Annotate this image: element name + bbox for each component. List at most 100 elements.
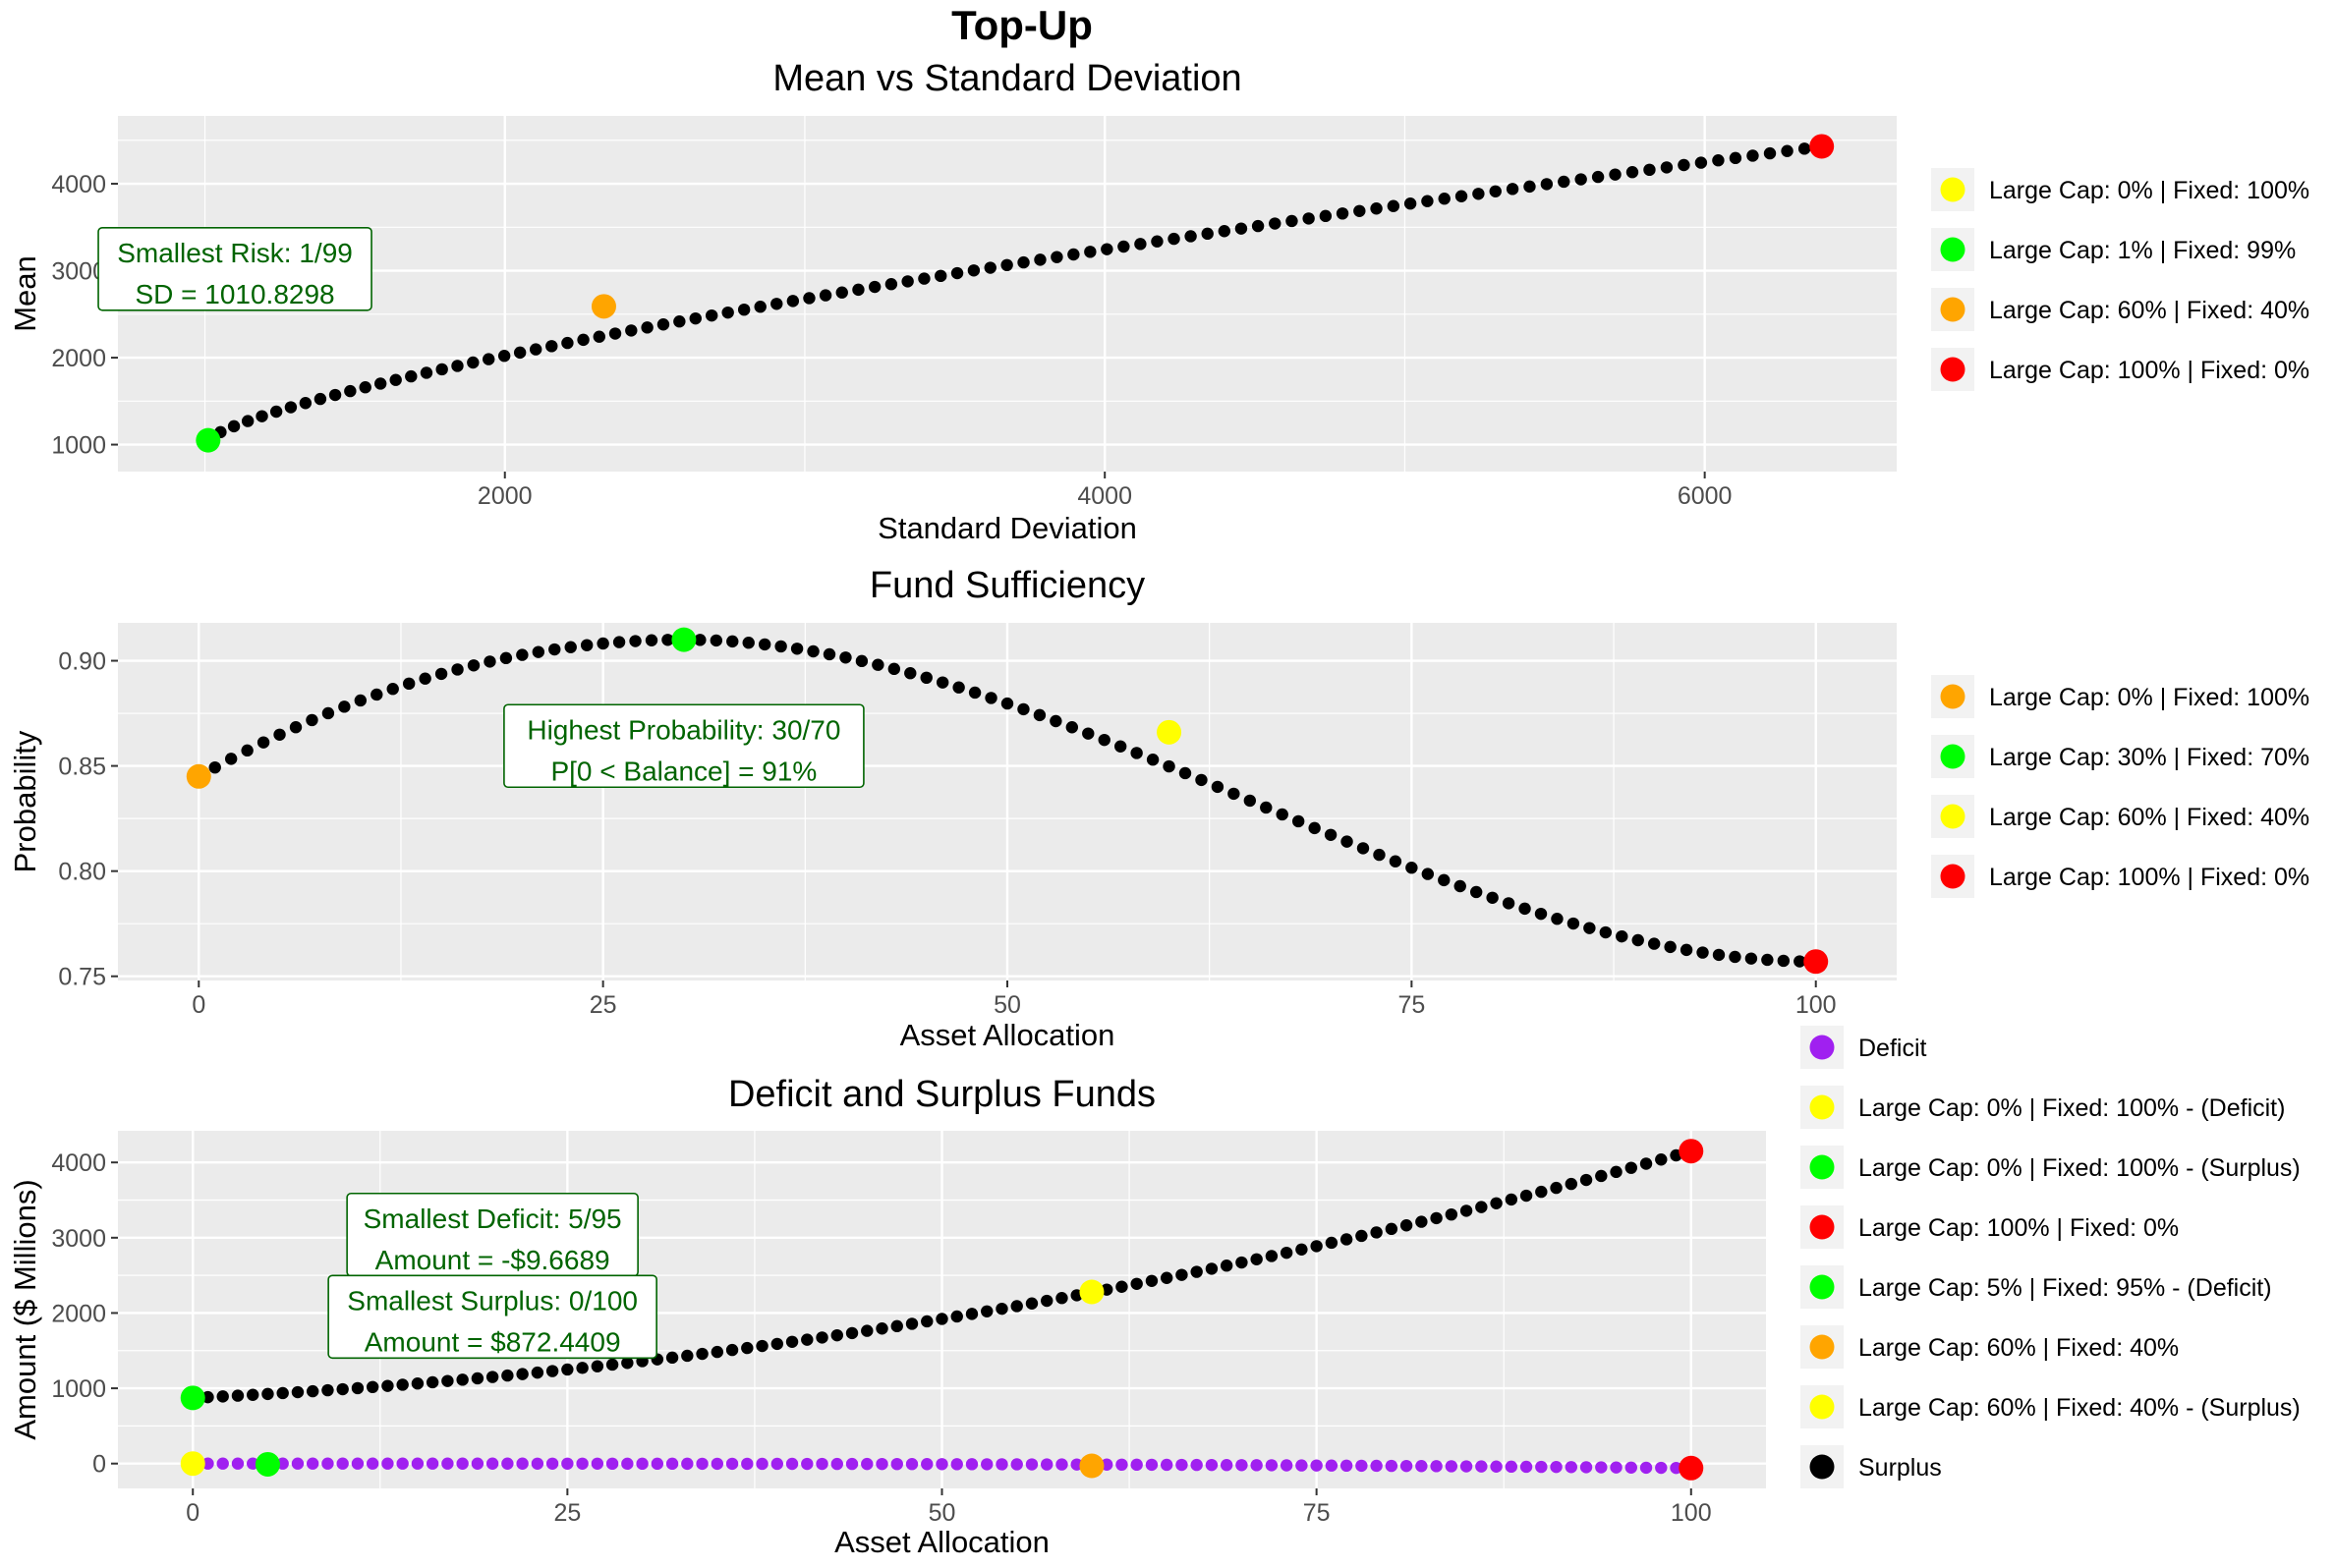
surplus-point <box>591 1360 604 1372</box>
data-point <box>1251 219 1265 233</box>
data-point <box>1558 175 1570 189</box>
surplus-point <box>996 1302 1008 1316</box>
data-point <box>1163 759 1175 773</box>
legend-swatch <box>1940 804 1965 829</box>
data-point <box>790 643 804 655</box>
data-point <box>577 333 590 347</box>
deficit-point <box>770 1457 783 1471</box>
data-point <box>1017 702 1030 716</box>
data-point <box>1260 801 1273 814</box>
deficit-point <box>366 1457 379 1470</box>
data-point <box>803 292 816 305</box>
surplus-point <box>231 1389 245 1402</box>
deficit-point <box>1310 1459 1323 1472</box>
data-point <box>608 327 622 340</box>
deficit-point <box>1370 1459 1383 1473</box>
deficit-point <box>1565 1461 1578 1474</box>
data-point <box>645 634 658 646</box>
legend-item: Large Cap: 60% | Fixed: 40% <box>1931 288 2309 331</box>
surplus-point <box>351 1381 365 1395</box>
legend-label: Large Cap: 60% | Fixed: 40% <box>1989 297 2309 324</box>
deficit-point <box>711 1457 724 1471</box>
data-point <box>673 314 686 328</box>
annotation-line: SD = 1010.8298 <box>135 279 334 309</box>
deficit-point <box>1055 1458 1068 1471</box>
surplus-point <box>681 1349 694 1363</box>
data-point <box>1276 808 1288 821</box>
data-point <box>705 308 718 322</box>
surplus-point <box>336 1382 349 1396</box>
highlight-point <box>591 294 616 319</box>
data-point <box>1643 163 1656 177</box>
data-point <box>1744 952 1758 965</box>
data-point <box>1421 868 1435 880</box>
legend-label: Large Cap: 100% | Fixed: 0% <box>1989 864 2309 891</box>
data-point <box>984 261 997 274</box>
data-point <box>1000 258 1013 272</box>
data-point <box>985 692 997 704</box>
data-point <box>1534 907 1548 921</box>
data-point <box>269 405 283 419</box>
x-tick-label: 25 <box>553 1499 581 1527</box>
deficit-point <box>576 1457 589 1470</box>
deficit-point <box>336 1457 349 1470</box>
data-point <box>1664 940 1677 954</box>
surplus-point <box>561 1363 574 1376</box>
data-point <box>1591 170 1605 184</box>
data-point <box>467 659 481 672</box>
surplus-point <box>381 1379 394 1392</box>
data-point <box>1356 842 1370 855</box>
deficit-point <box>426 1457 439 1470</box>
data-point <box>532 645 545 658</box>
surplus-point <box>396 1378 409 1391</box>
surplus-point <box>456 1373 469 1386</box>
data-point <box>629 635 642 647</box>
data-point <box>786 295 800 308</box>
deficit-point <box>1624 1461 1637 1474</box>
data-point <box>1540 178 1554 191</box>
deficit-point <box>651 1457 664 1471</box>
x-tick-label: 2000 <box>478 482 533 510</box>
data-point <box>1763 146 1777 160</box>
data-point <box>1113 740 1127 753</box>
data-point <box>405 369 418 383</box>
highlight-point <box>180 1385 205 1411</box>
surplus-point <box>216 1390 229 1403</box>
surplus-point <box>981 1305 994 1317</box>
deficit-point <box>725 1457 739 1471</box>
data-point <box>1523 180 1536 194</box>
data-point <box>1486 891 1499 904</box>
data-point <box>1694 156 1708 169</box>
y-tick-label: 0.80 <box>58 859 106 886</box>
data-point <box>597 637 609 650</box>
data-point <box>1518 902 1531 916</box>
surplus-point <box>816 1331 828 1344</box>
data-point <box>1098 733 1111 747</box>
deficit-point <box>351 1457 365 1470</box>
surplus-point <box>1265 1250 1279 1262</box>
data-point <box>1130 747 1143 759</box>
data-point <box>1000 697 1014 710</box>
data-point <box>420 366 433 379</box>
legend-label: Large Cap: 60% | Fixed: 40% <box>1858 1334 2179 1362</box>
data-point <box>1566 917 1580 930</box>
legend-label: Large Cap: 0% | Fixed: 100% <box>1989 684 2309 711</box>
data-point <box>1403 197 1417 210</box>
legend-swatch <box>1809 1214 1835 1240</box>
surplus-point <box>1025 1297 1039 1310</box>
data-point <box>1387 199 1400 212</box>
data-point <box>359 381 371 394</box>
surplus-point <box>441 1374 454 1387</box>
data-point <box>467 356 480 369</box>
deficit-point <box>1475 1460 1488 1473</box>
annotation-border <box>97 226 372 311</box>
data-point <box>1680 943 1693 957</box>
data-point <box>354 694 368 707</box>
surplus-point <box>1205 1262 1219 1275</box>
data-point <box>328 388 342 402</box>
deficit-point <box>965 1458 979 1471</box>
highlight-point <box>1079 1279 1105 1305</box>
surplus-point <box>921 1315 934 1328</box>
data-point <box>855 654 869 668</box>
data-point <box>1353 204 1366 217</box>
